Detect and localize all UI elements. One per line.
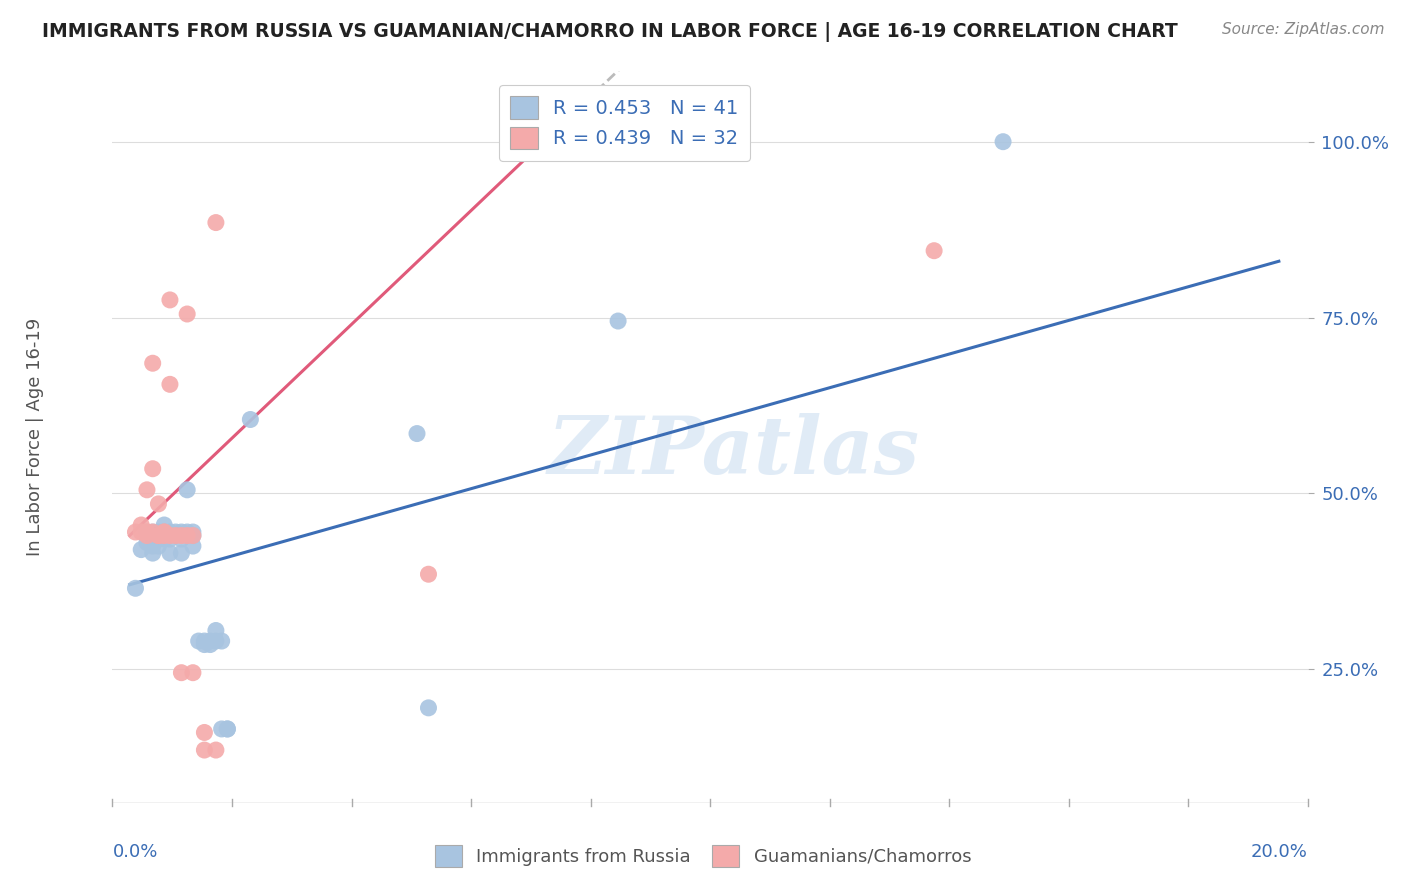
Point (142, 461, 165, 475)
Point (198, 634, 221, 648)
Point (129, 524, 152, 539)
Point (205, 743, 228, 757)
Point (181, 665, 204, 680)
Point (165, 524, 187, 539)
Point (170, 524, 193, 539)
Point (176, 524, 198, 539)
Point (217, 722, 239, 736)
Point (181, 528, 204, 542)
Point (148, 539, 170, 553)
Point (170, 665, 193, 680)
Point (153, 524, 176, 539)
Point (153, 518, 176, 533)
Point (129, 518, 152, 533)
Point (136, 524, 159, 539)
Point (198, 638, 221, 652)
Point (211, 634, 233, 648)
Text: In Labor Force | Age 16-19: In Labor Force | Age 16-19 (25, 318, 44, 557)
Point (187, 634, 209, 648)
Point (176, 307, 198, 321)
Point (148, 524, 170, 539)
Text: 20.0%: 20.0% (1251, 843, 1308, 861)
Point (159, 528, 181, 542)
Point (159, 546, 181, 560)
Point (418, 701, 440, 715)
Point (159, 293, 181, 307)
Point (991, 135, 1014, 149)
Point (418, 567, 440, 582)
Point (136, 535, 159, 549)
Text: IMMIGRANTS FROM RUSSIA VS GUAMANIAN/CHAMORRO IN LABOR FORCE | AGE 16-19 CORRELAT: IMMIGRANTS FROM RUSSIA VS GUAMANIAN/CHAM… (42, 22, 1178, 42)
Point (142, 539, 165, 553)
Point (193, 725, 215, 739)
Point (922, 244, 945, 258)
Text: 0.0%: 0.0% (112, 843, 157, 861)
Point (607, 314, 630, 328)
Point (159, 377, 181, 392)
Point (142, 356, 165, 370)
Point (181, 539, 204, 553)
Point (136, 483, 159, 497)
Point (193, 743, 215, 757)
Point (142, 524, 165, 539)
Point (142, 524, 165, 539)
Point (136, 524, 159, 539)
Point (193, 638, 215, 652)
Point (170, 532, 193, 546)
Legend: R = 0.453   N = 41, R = 0.439   N = 32: R = 0.453 N = 41, R = 0.439 N = 32 (499, 85, 749, 161)
Legend: Immigrants from Russia, Guamanians/Chamorros: Immigrants from Russia, Guamanians/Chamo… (427, 838, 979, 874)
Point (142, 546, 165, 560)
Point (124, 582, 146, 596)
Point (153, 524, 176, 539)
Point (148, 497, 170, 511)
Point (176, 528, 198, 542)
Point (159, 532, 181, 546)
Point (136, 528, 159, 542)
Text: ZIPatlas: ZIPatlas (548, 413, 920, 491)
Point (531, 135, 554, 149)
Point (176, 483, 198, 497)
Point (170, 546, 193, 560)
Point (193, 634, 215, 648)
Point (205, 634, 228, 648)
Point (159, 524, 181, 539)
Point (170, 528, 193, 542)
Point (205, 216, 228, 230)
Point (239, 412, 262, 426)
Point (153, 532, 176, 546)
Point (129, 542, 152, 557)
Point (148, 532, 170, 546)
Point (217, 722, 239, 736)
Point (148, 528, 170, 542)
Point (181, 524, 204, 539)
Point (205, 624, 228, 638)
Point (406, 426, 429, 441)
Point (153, 528, 176, 542)
Point (148, 528, 170, 542)
Point (181, 528, 204, 542)
Point (211, 722, 233, 736)
Point (153, 524, 176, 539)
Point (165, 528, 187, 542)
Text: Source: ZipAtlas.com: Source: ZipAtlas.com (1222, 22, 1385, 37)
Point (124, 524, 146, 539)
